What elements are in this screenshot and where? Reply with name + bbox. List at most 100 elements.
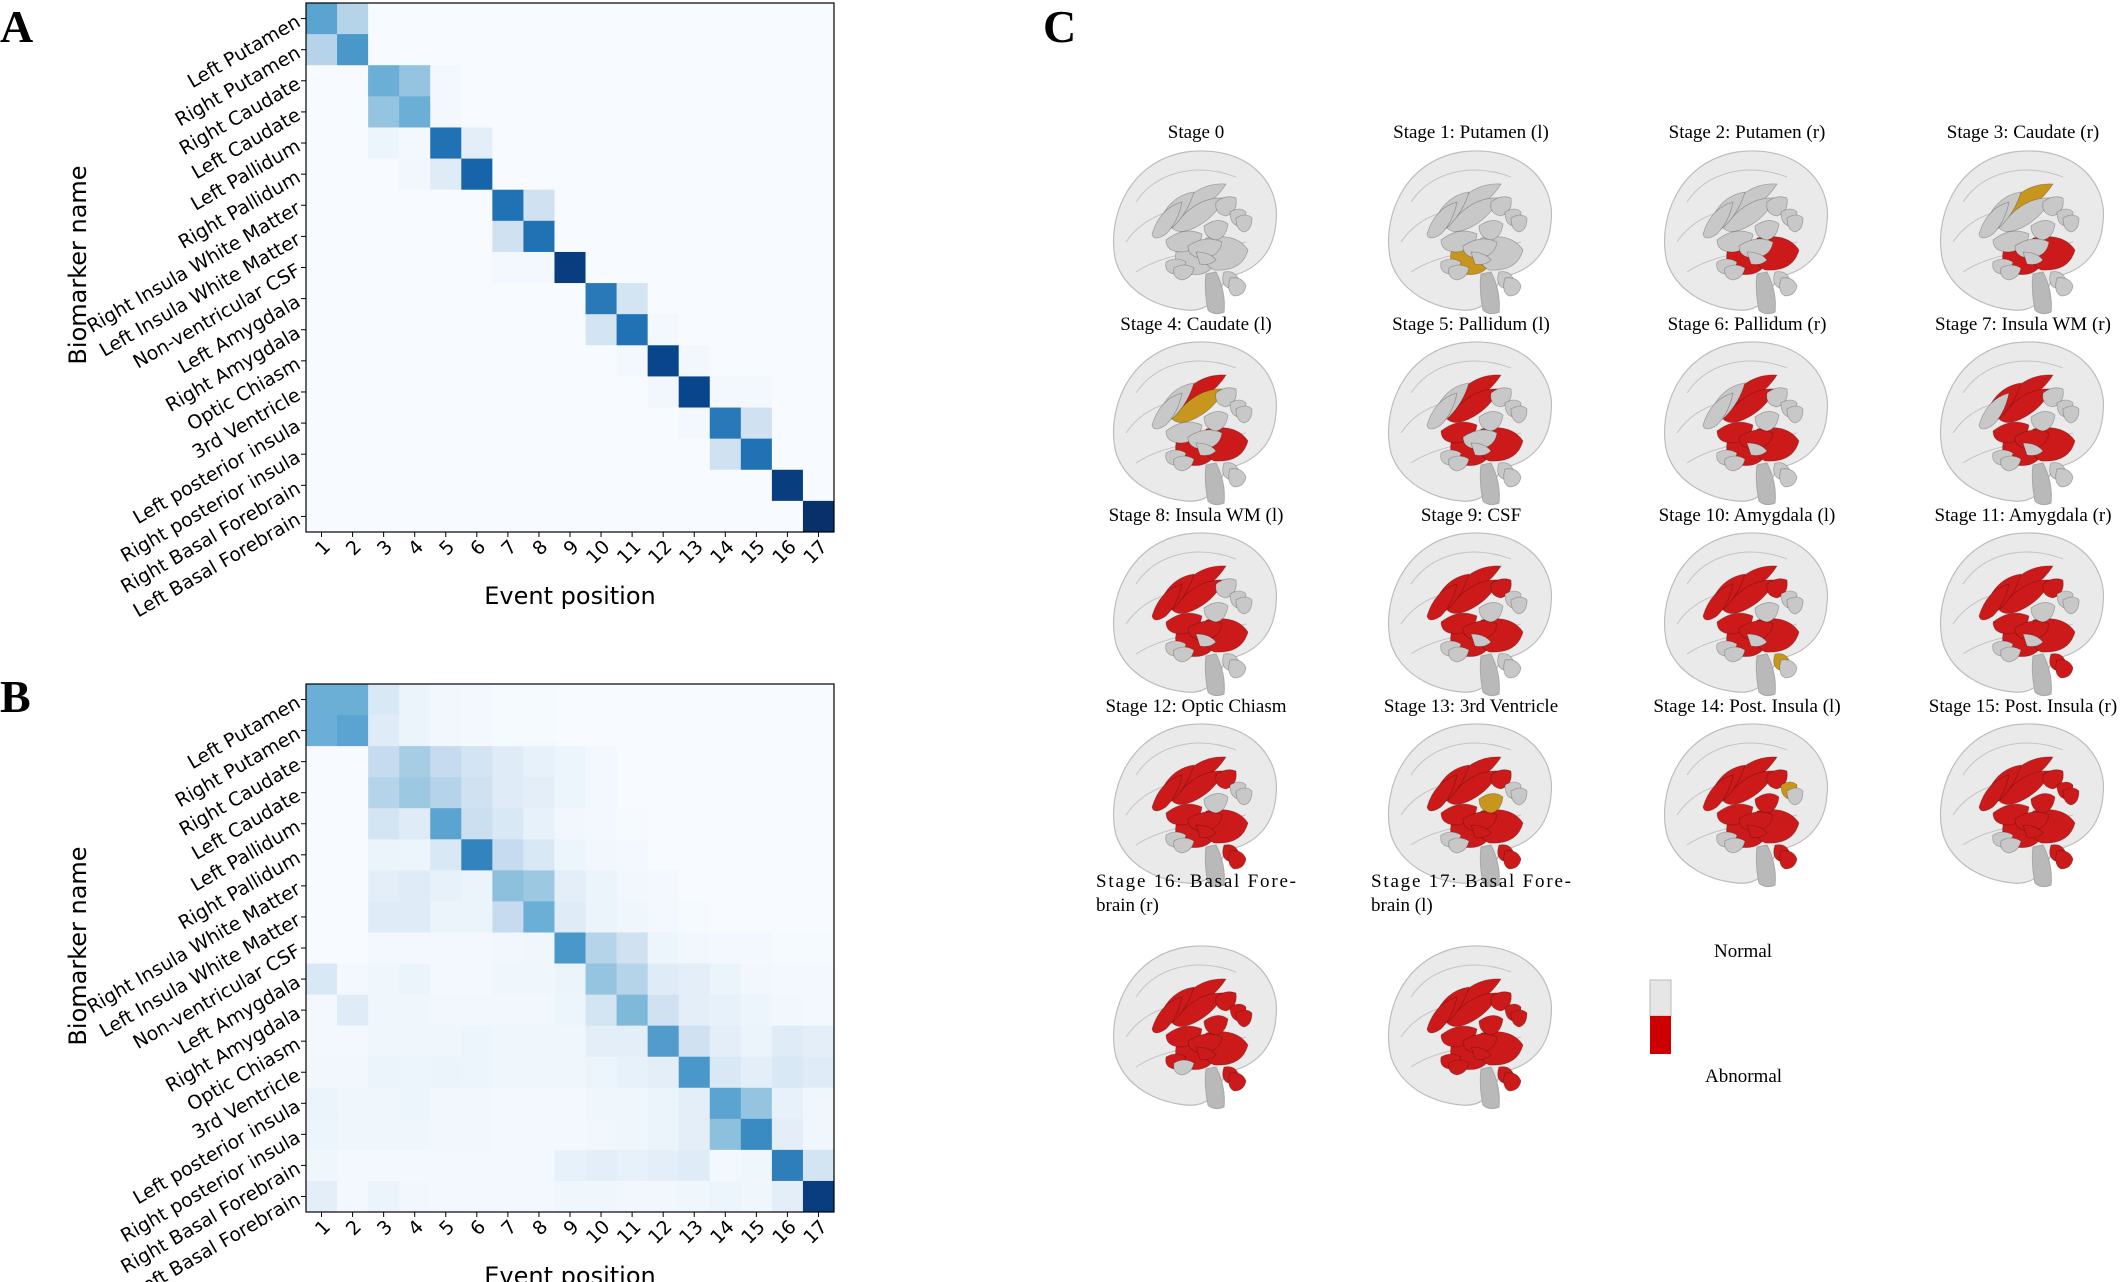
heatmap-cell xyxy=(368,1180,400,1213)
heatmap-cell xyxy=(337,994,369,1027)
brain-render xyxy=(1112,532,1278,697)
heatmap-cell xyxy=(678,500,711,533)
heatmap-cell xyxy=(492,1087,524,1120)
heatmap-cell xyxy=(399,1180,431,1213)
stage-label: Stage 6: Pallidum (r) xyxy=(1668,314,1827,335)
heatmap-cell xyxy=(337,438,369,471)
heatmap-cell xyxy=(709,684,742,716)
heatmap-cell xyxy=(306,808,338,840)
heatmap-cell xyxy=(585,839,617,871)
heatmap-cell xyxy=(616,777,649,809)
heatmap-cell xyxy=(430,1149,462,1182)
heatmap-cell xyxy=(554,283,586,315)
x-tick-label: 8 xyxy=(528,1216,552,1240)
heatmap-cell xyxy=(709,1118,742,1151)
heatmap-cell xyxy=(337,808,369,840)
heatmap-cell xyxy=(616,407,649,440)
heatmap-cell xyxy=(337,220,369,253)
heatmap-cell xyxy=(647,469,680,502)
heatmap-cell xyxy=(647,376,680,408)
heatmap-cell xyxy=(647,158,680,191)
heatmap-cell xyxy=(616,3,649,35)
heatmap-cell xyxy=(492,469,524,502)
heatmap-cell xyxy=(399,96,431,128)
heatmap-cell xyxy=(585,158,617,191)
heatmap-cell xyxy=(554,158,586,191)
heatmap-cell xyxy=(368,189,400,222)
heatmap-cell xyxy=(647,345,680,377)
heatmap-cell xyxy=(554,314,586,346)
brain-render xyxy=(1939,723,2105,888)
stage-label: Stage 12: Optic Chiasm xyxy=(1105,696,1286,717)
heatmap-cell xyxy=(585,438,617,471)
heatmap-cell xyxy=(802,963,835,995)
heatmap-cell xyxy=(647,684,680,716)
heatmap-cell xyxy=(709,715,742,747)
heatmap-cell xyxy=(585,34,617,66)
stage-label: Stage 2: Putamen (r) xyxy=(1669,122,1826,143)
heatmap-cell xyxy=(399,1149,431,1182)
brain-render xyxy=(1663,150,1829,315)
heatmap-cell xyxy=(678,777,711,809)
brain-render xyxy=(1387,723,1553,888)
x-tick-label: 17 xyxy=(799,536,832,569)
heatmap-cell xyxy=(709,901,742,933)
heatmap-cell xyxy=(771,96,804,128)
heatmap-cell xyxy=(616,746,649,778)
heatmap-cell xyxy=(678,438,711,471)
heatmap-cell xyxy=(585,1087,617,1120)
y-axis-label: Biomarker name xyxy=(64,165,92,364)
heatmap-cell xyxy=(523,220,555,253)
heatmap-cell xyxy=(337,932,369,964)
heatmap-cell xyxy=(802,407,835,440)
heatmap-cell xyxy=(430,96,462,128)
heatmap-cell xyxy=(337,1149,369,1182)
heatmap-cell xyxy=(399,777,431,809)
heatmap-cell xyxy=(647,65,680,97)
heatmap-cell xyxy=(554,407,586,440)
brain-render xyxy=(1387,532,1553,697)
heatmap-cell xyxy=(616,220,649,253)
heatmap-cell xyxy=(399,283,431,315)
heatmap-cell xyxy=(461,251,493,284)
heatmap-cell xyxy=(306,1087,338,1120)
heatmap-cell xyxy=(740,1025,773,1058)
heatmap-cell xyxy=(492,34,524,66)
heatmap-cell xyxy=(802,500,835,533)
heatmap-cell xyxy=(337,65,369,97)
heatmap-cell xyxy=(616,963,649,995)
heatmap-cell xyxy=(616,127,649,159)
heatmap-cell xyxy=(430,376,462,408)
heatmap-cell xyxy=(368,376,400,408)
heatmap-cell xyxy=(492,345,524,377)
heatmap-cell xyxy=(430,901,462,933)
heatmap-cell xyxy=(461,715,493,747)
heatmap-cell xyxy=(740,438,773,471)
heatmap-cell xyxy=(647,1118,680,1151)
heatmap-cell xyxy=(554,34,586,66)
heatmap-cell xyxy=(740,251,773,284)
heatmap-cell xyxy=(337,158,369,191)
brain-render xyxy=(1112,945,1278,1110)
heatmap-cell xyxy=(802,1149,835,1182)
heatmap-cell xyxy=(678,808,711,840)
x-tick-label: 14 xyxy=(706,1216,739,1249)
heatmap-cell xyxy=(430,1118,462,1151)
heatmap-cell xyxy=(337,251,369,284)
heatmap-cell xyxy=(523,808,555,840)
heatmap-cell xyxy=(461,1025,493,1058)
heatmap-cell xyxy=(554,189,586,222)
heatmap-cell xyxy=(678,870,711,902)
heatmap-cell xyxy=(709,127,742,159)
brain-render xyxy=(1387,150,1553,315)
heatmap-cell xyxy=(740,839,773,871)
heatmap-cell xyxy=(368,34,400,66)
heatmap-cell xyxy=(430,808,462,840)
heatmap-cell xyxy=(647,438,680,471)
heatmap-cell xyxy=(523,1118,555,1151)
heatmap-cell xyxy=(337,3,369,35)
heatmap-cell xyxy=(771,684,804,716)
heatmap-cell xyxy=(678,189,711,222)
heatmap-cell xyxy=(616,34,649,66)
